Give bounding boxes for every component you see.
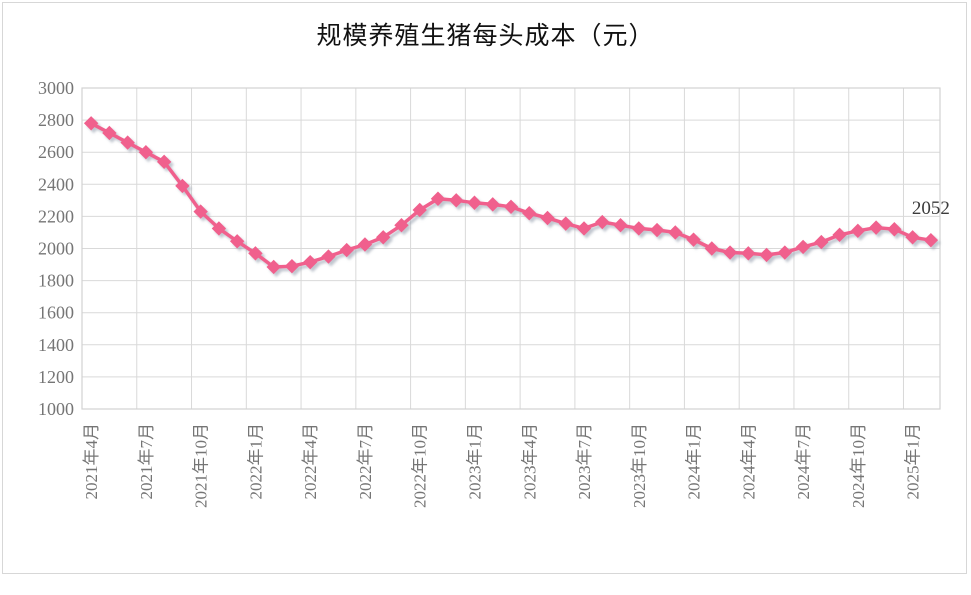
svg-text:2021年10月: 2021年10月 <box>192 423 211 508</box>
svg-text:1600: 1600 <box>38 303 74 323</box>
svg-text:2023年10月: 2023年10月 <box>630 423 649 508</box>
data-point-marker <box>795 239 811 255</box>
data-point-marker <box>266 259 281 275</box>
x-axis-labels: 2021年4月 2021年7月 2021年10月 2022年1月 2022年4月 2022… <box>82 423 922 508</box>
data-point-marker <box>193 204 208 219</box>
data-point-marker <box>759 247 774 263</box>
data-point-marker <box>175 178 190 194</box>
svg-text:2025年1月: 2025年1月 <box>904 423 923 500</box>
data-point-marker <box>467 195 482 210</box>
svg-text:2022年1月: 2022年1月 <box>246 423 265 500</box>
data-point-marker <box>649 222 665 238</box>
data-point-marker <box>522 205 537 221</box>
svg-text:2600: 2600 <box>38 142 74 162</box>
svg-text:2023年4月: 2023年4月 <box>520 423 539 500</box>
svg-text:2024年10月: 2024年10月 <box>849 423 868 508</box>
data-point-marker <box>832 227 847 243</box>
data-point-marker <box>503 199 519 214</box>
svg-text:2021年7月: 2021年7月 <box>137 423 156 500</box>
data-point-marker <box>686 232 701 247</box>
data-point-marker <box>376 230 391 245</box>
data-point-marker <box>905 230 920 245</box>
data-point-marker <box>321 249 336 264</box>
svg-text:2024年7月: 2024年7月 <box>794 423 813 500</box>
data-point-marker <box>248 246 263 261</box>
data-point-marker <box>449 193 464 208</box>
data-point-marker <box>850 223 866 239</box>
svg-text:2023年1月: 2023年1月 <box>465 423 484 500</box>
data-point-marker <box>923 232 939 248</box>
chart-title: 规模养殖生猪每头成本（元） <box>316 23 655 50</box>
data-point-marker <box>613 218 628 233</box>
data-point-marker <box>704 241 720 256</box>
data-point-marker <box>668 225 683 240</box>
svg-text:2022年10月: 2022年10月 <box>411 423 430 508</box>
data-point-marker <box>211 221 227 236</box>
data-point-marker <box>102 125 117 141</box>
data-point-marker <box>887 222 902 237</box>
cost-series <box>83 116 939 275</box>
svg-text:2022年7月: 2022年7月 <box>356 423 375 500</box>
svg-text:2400: 2400 <box>38 174 74 194</box>
data-point-marker <box>631 221 646 236</box>
data-point-marker <box>302 254 318 270</box>
data-point-marker <box>138 145 154 160</box>
y-axis-labels: 1000 1200 1400 1600 1800 2000 2200 2400 2600 2800… <box>38 78 74 419</box>
data-point-marker <box>558 216 573 231</box>
data-point-marker <box>339 242 354 258</box>
gridlines <box>82 88 940 409</box>
svg-text:2200: 2200 <box>38 206 74 226</box>
svg-text:2024年4月: 2024年4月 <box>739 423 758 500</box>
data-point-marker <box>777 245 793 260</box>
svg-text:1000: 1000 <box>38 399 74 419</box>
data-point-marker <box>430 191 446 206</box>
data-point-marker <box>156 154 172 170</box>
data-point-marker <box>540 210 555 226</box>
svg-text:2021年4月: 2021年4月 <box>82 423 101 500</box>
data-point-marker <box>485 197 500 212</box>
data-point-marker <box>357 237 373 252</box>
svg-text:1800: 1800 <box>38 271 74 291</box>
svg-text:2022年4月: 2022年4月 <box>301 423 320 500</box>
svg-text:2024年1月: 2024年1月 <box>685 423 704 500</box>
svg-text:3000: 3000 <box>38 78 74 98</box>
data-point-marker <box>83 116 99 131</box>
plot-border <box>81 87 941 410</box>
data-point-marker <box>595 214 610 230</box>
svg-text:2023年7月: 2023年7月 <box>575 423 594 500</box>
data-point-marker <box>229 234 245 249</box>
data-point-marker <box>394 218 409 233</box>
data-point-marker <box>722 245 738 260</box>
data-point-marker <box>576 221 592 236</box>
last-value-label: 2052 <box>912 198 950 219</box>
data-point-marker <box>284 258 300 274</box>
data-point-marker <box>412 202 427 218</box>
chart-frame-border <box>2 2 967 574</box>
svg-text:1400: 1400 <box>38 335 74 355</box>
data-point-marker <box>814 234 829 250</box>
svg-text:2000: 2000 <box>38 239 74 259</box>
data-point-marker <box>868 220 884 235</box>
svg-text:1200: 1200 <box>38 367 74 387</box>
data-point-marker <box>120 135 135 150</box>
svg-text:2800: 2800 <box>38 110 74 130</box>
data-point-marker <box>741 246 756 261</box>
